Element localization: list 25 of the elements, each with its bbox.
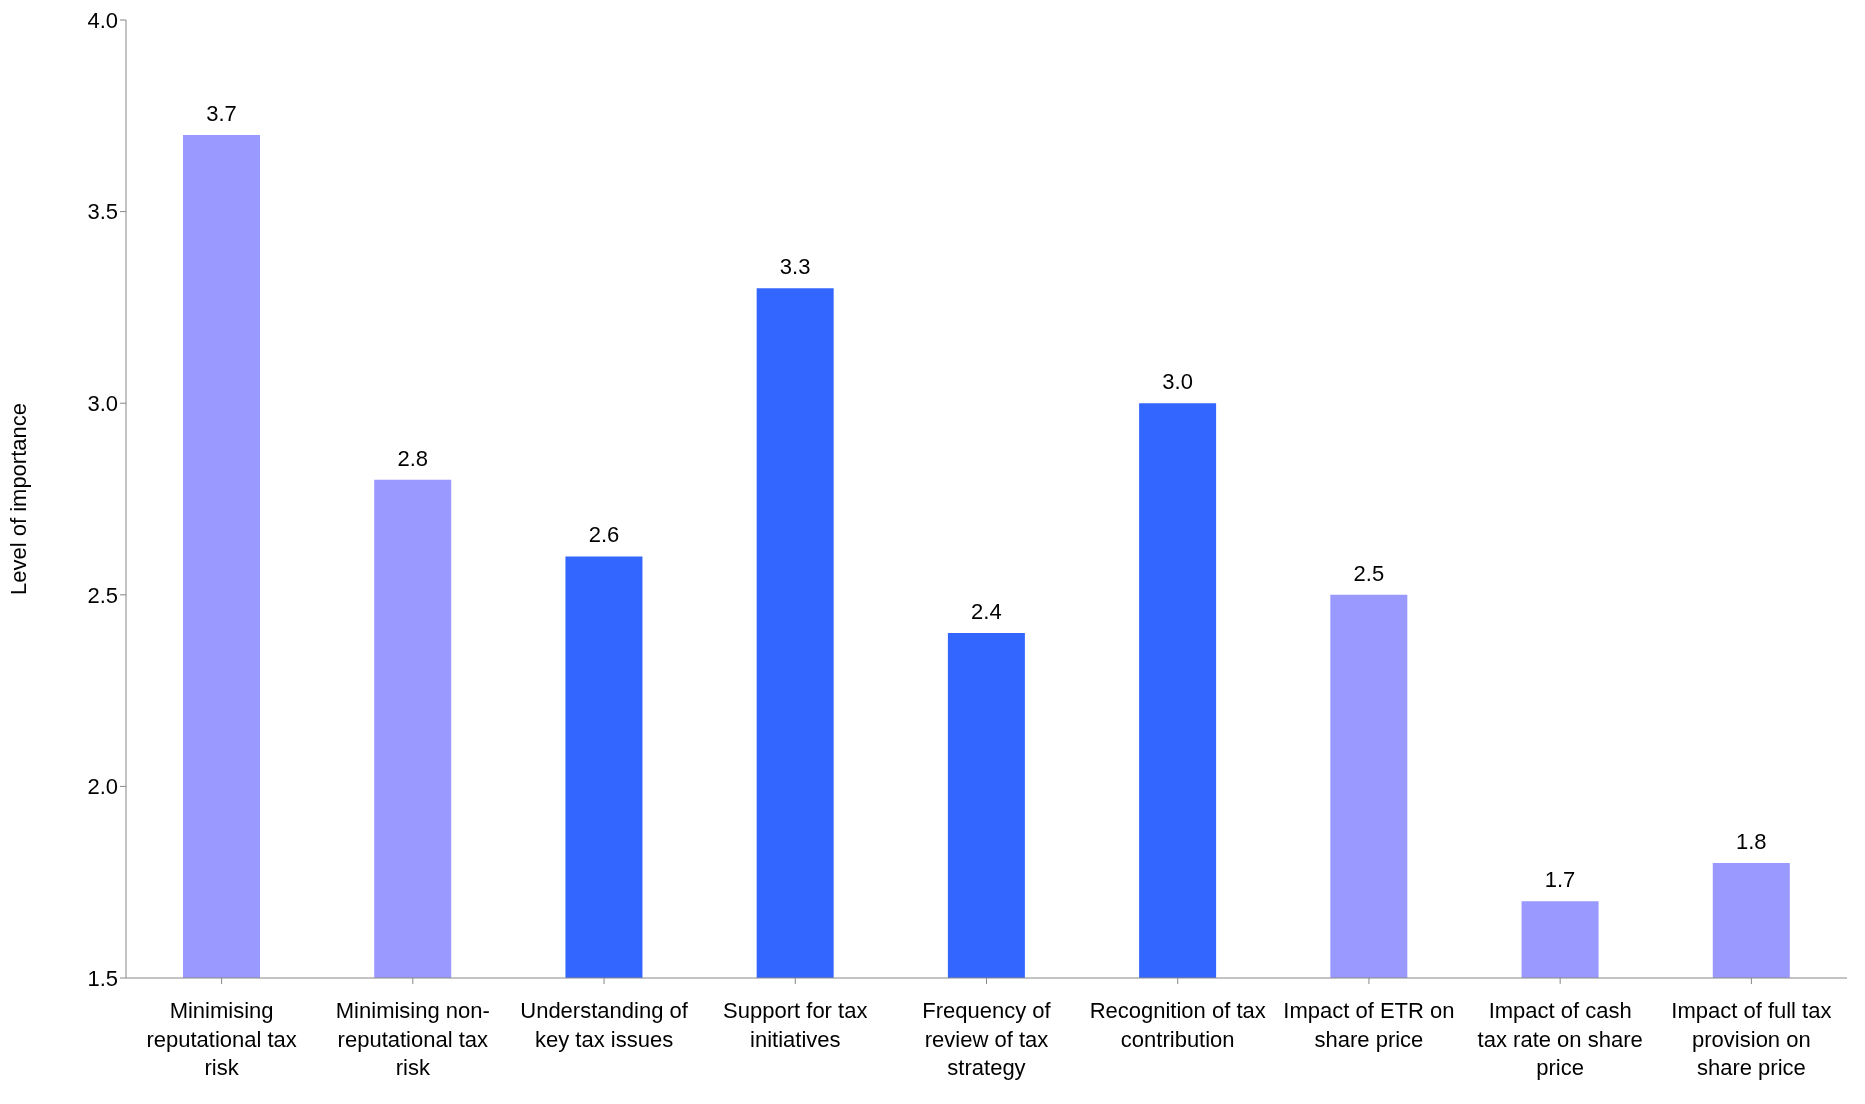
data-label: 1.7 <box>1544 867 1576 893</box>
data-label: 2.5 <box>1353 560 1385 586</box>
x-tick-label: Minimising non-reputational tax risk <box>335 998 490 1081</box>
data-label: 2.6 <box>588 522 620 548</box>
data-label: 3.3 <box>779 254 811 280</box>
y-tick-label: 2.5 <box>87 582 118 608</box>
y-tick-label: 1.5 <box>87 965 118 991</box>
data-label: 3.0 <box>1162 369 1193 395</box>
data-label: 1.8 <box>1735 829 1767 855</box>
x-tick-label: Impact of cash tax rate on share price <box>1477 998 1643 1081</box>
y-tick-label: 2.0 <box>87 774 118 800</box>
x-tick-label: Understanding of key tax issues <box>520 998 689 1052</box>
x-tick-label: Impact of ETR on share price <box>1283 998 1455 1052</box>
x-tick-label: Recognition of tax contribution <box>1089 998 1266 1052</box>
x-tick-label: Frequency of review of tax strategy <box>922 998 1052 1081</box>
y-tick-label: 4.0 <box>87 7 118 33</box>
x-tick-label: Minimising reputational tax risk <box>146 998 297 1081</box>
x-tick-label: Support for tax initiatives <box>723 998 868 1052</box>
y-tick-label: 3.5 <box>87 199 118 225</box>
data-label: 2.8 <box>397 445 429 471</box>
x-tick-label: Impact of full tax provision on share price <box>1671 998 1832 1081</box>
y-tick-label: 3.0 <box>87 391 118 417</box>
y-axis-title: Level of importance <box>5 403 31 595</box>
data-label: 3.7 <box>206 100 237 126</box>
data-label: 2.4 <box>971 599 1002 625</box>
